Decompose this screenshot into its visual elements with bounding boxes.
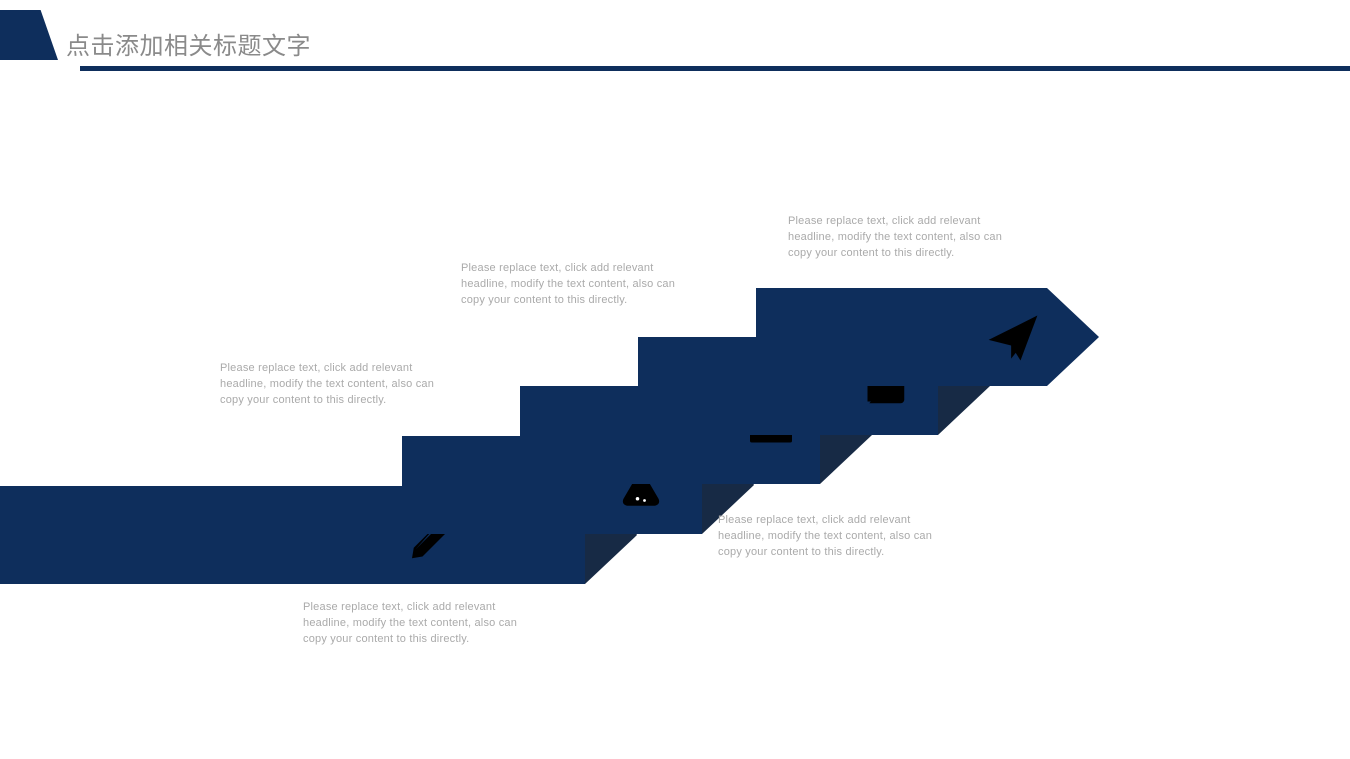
step-caption-3: Please replace text, click add relevant …: [718, 513, 958, 561]
header-tab: [0, 10, 58, 60]
step-arrow-5: [1047, 288, 1099, 386]
step-caption-1: Please replace text, click add relevant …: [303, 600, 543, 648]
step-side-caption-1: Please replace text, click add relevant …: [220, 361, 460, 409]
page-title: 点击添加相关标题文字: [66, 26, 311, 61]
paper-plane-icon: [983, 308, 1043, 373]
header-rule: [80, 66, 1350, 71]
step-caption-2: Please replace text, click add relevant …: [461, 261, 701, 309]
step-caption-4: Please replace text, click add relevant …: [788, 214, 1028, 262]
